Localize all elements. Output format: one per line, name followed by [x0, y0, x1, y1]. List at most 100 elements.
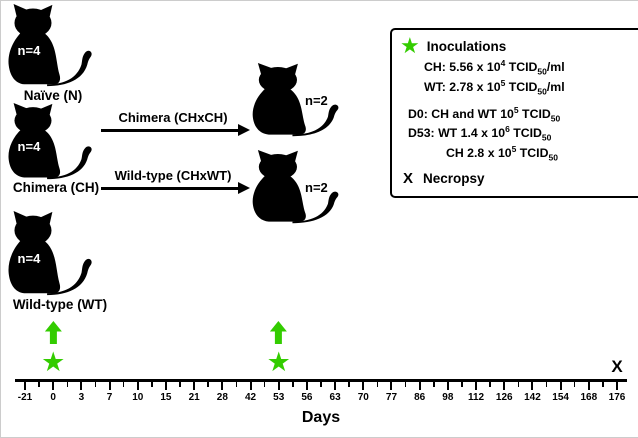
legend-dose-line-2: D0: CH and WT 105 TCID50 — [408, 104, 561, 124]
timeline-tick — [164, 381, 167, 390]
timeline-tick-label: 3 — [78, 392, 85, 403]
timeline-axis: Days -21 0 3 7 10 15 21 28 42 53 56 63 70 77 86 98 112 12… — [15, 321, 627, 437]
arrow-right-icon — [238, 124, 250, 136]
timeline-minor-tick — [602, 381, 604, 387]
inoculation-marker: ★ — [266, 321, 291, 377]
timeline-minor-tick — [179, 381, 181, 387]
timeline-tick-label: 168 — [580, 392, 598, 403]
timeline-tick — [503, 381, 506, 390]
timeline-minor-tick — [263, 381, 266, 387]
cat-chxwt-count: n=2 — [305, 179, 328, 195]
timeline-minor-tick — [348, 381, 350, 387]
timeline-minor-tick — [433, 381, 435, 387]
timeline-tick-label: 142 — [524, 392, 541, 403]
timeline-tick — [390, 381, 393, 390]
timeline-tick — [587, 381, 590, 390]
cat-chimera: n=4 — [3, 103, 100, 180]
timeline-tick — [136, 381, 139, 390]
arrow-up-icon — [270, 321, 288, 349]
star-icon: ★ — [266, 347, 291, 377]
cat-chxch-count: n=2 — [305, 92, 328, 108]
days-axis-label: Days — [301, 409, 341, 426]
cat-silhouette — [8, 211, 92, 296]
cohort-label-wildtype: Wild-type (WT) — [12, 297, 108, 312]
timeline-tick — [531, 381, 534, 390]
timeline-minor-tick — [461, 381, 463, 387]
cat-naive-count: n=4 — [17, 43, 41, 58]
legend-dose-line-4: CH 2.8 x 105 TCID50 — [446, 144, 558, 163]
timeline-tick — [305, 381, 308, 390]
timeline-tick — [446, 381, 449, 390]
timeline-tick — [418, 381, 421, 390]
timeline-tick-label: 10 — [132, 392, 144, 403]
legend-inoculations-title: Inoculations — [426, 38, 507, 54]
arrow-right-icon — [238, 182, 250, 194]
timeline-tick — [193, 381, 196, 390]
star-icon: ★ — [41, 347, 66, 377]
arrow-up-icon — [44, 321, 62, 349]
cat-wildtype: n=4 — [3, 211, 100, 296]
legend-spacer — [400, 98, 638, 105]
cat-silhouette — [8, 103, 92, 180]
cohort-label-chimera: Chimera (CH) — [12, 180, 100, 195]
timeline-minor-tick — [573, 381, 576, 387]
legend-necropsy-row: X Necropsy — [403, 170, 638, 187]
timeline-minor-tick — [376, 381, 379, 387]
timeline-minor-tick — [404, 381, 407, 387]
legend-dose-line-3: D53: WT 1.4 x 106 TCID50 — [408, 124, 552, 143]
timeline-tick — [277, 381, 280, 390]
timeline-tick — [362, 381, 365, 390]
cat-chxwt: n=2 — [247, 150, 347, 224]
star-icon: ★ — [400, 33, 420, 58]
timeline-tick — [334, 381, 337, 390]
timeline-tick-label: 154 — [552, 392, 569, 403]
timeline-tick-label: 53 — [273, 392, 285, 403]
timeline-tick-label: 15 — [160, 392, 172, 403]
timeline-tick-label: 0 — [50, 392, 56, 403]
timeline-tick — [559, 381, 562, 390]
timeline-tick — [80, 381, 83, 390]
legend-dose-line-1: WT: 2.78 x 105 TCID50/ml — [424, 77, 565, 97]
timeline-tick-label: 98 — [442, 392, 454, 403]
timeline-minor-tick — [66, 381, 69, 387]
timeline-tick-label: 42 — [244, 392, 257, 403]
cross-label-chxwt: Wild-type (CHxWT) — [114, 168, 232, 183]
cross-label-chxch: Chimera (CHxCH) — [118, 110, 228, 125]
timeline-tick — [52, 381, 55, 390]
cat-silhouette — [252, 63, 339, 137]
timeline-tick-label: 112 — [467, 392, 485, 403]
timeline-axis-line — [15, 379, 627, 382]
timeline-minor-tick — [292, 381, 294, 387]
legend-box: ★ Inoculations CH: 5.56 x 104 TCID50/ml W… — [390, 28, 638, 198]
timeline-minor-tick — [38, 381, 40, 387]
timeline-tick — [249, 381, 252, 390]
timeline-minor-tick — [545, 381, 548, 387]
arrow-chxwt-line — [101, 187, 238, 190]
timeline-minor-tick — [151, 381, 153, 387]
cat-naive: n=4 — [3, 4, 100, 87]
legend-necropsy-label: Necropsy — [423, 170, 485, 186]
timeline-tick-label: 56 — [301, 392, 313, 403]
cat-chxch: n=2 — [247, 63, 347, 137]
legend-inoc-lines: CH: 5.56 x 104 TCID50/ml WT: 2.78 x 105 T… — [400, 58, 638, 98]
cat-chimera-count: n=4 — [17, 139, 41, 155]
necropsy-x-marker: X — [611, 357, 623, 376]
arrow-chxch-line — [101, 129, 238, 132]
cat-silhouette — [8, 4, 92, 87]
timeline-tick — [24, 381, 26, 390]
legend-inoculations-row: ★ Inoculations — [400, 33, 638, 58]
timeline-tick-label: 7 — [106, 392, 113, 403]
legend-schedule-lines: D0: CH and WT 105 TCID50 D53: WT 1.4 x 10… — [400, 105, 638, 164]
timeline-tick-label: 77 — [385, 392, 398, 403]
timeline-minor-tick — [207, 381, 209, 387]
timeline-minor-tick — [320, 381, 322, 387]
timeline-minor-tick — [489, 381, 491, 387]
timeline-tick-label: 86 — [414, 392, 426, 403]
timeline-tick — [108, 381, 111, 390]
timeline-tick — [221, 381, 224, 390]
timeline-tick-label: 126 — [495, 392, 513, 403]
timeline-tick-label: 176 — [608, 392, 626, 403]
legend-dose-line-0: CH: 5.56 x 104 TCID50/ml — [424, 58, 565, 77]
timeline-minor-tick — [235, 381, 238, 387]
